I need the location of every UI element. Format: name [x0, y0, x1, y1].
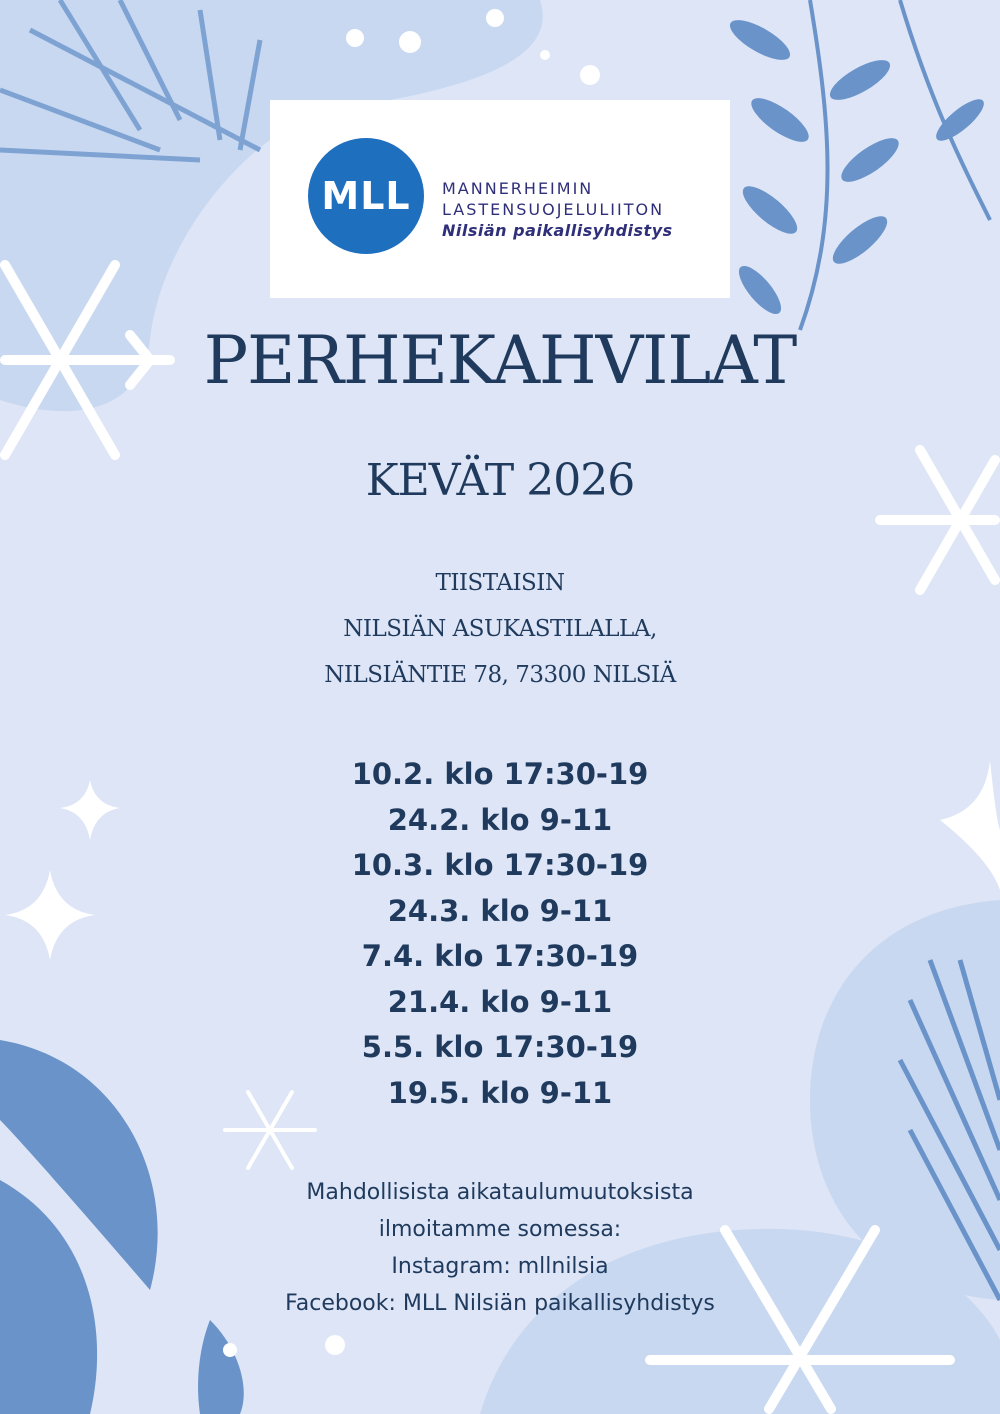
palm-leaf-top-left-icon: [0, 0, 263, 163]
info-text: Mahdollisista aikataulumuutoksista ilmoi…: [0, 1174, 1000, 1322]
facebook-page: Facebook: MLL Nilsiän paikallisyhdistys: [285, 1291, 715, 1316]
date-list: 10.2. klo 17:30-19 24.2. klo 9-11 10.3. …: [0, 752, 1000, 1116]
palm-leaf-bottom-right-icon: [897, 959, 1000, 1302]
blob-bottom: [480, 1228, 1000, 1414]
location: TIISTAISIN NILSIÄN ASUKASTILALLA, NILSIÄ…: [0, 560, 1000, 698]
logo-line-2: LASTENSUOJELULIITON: [442, 200, 665, 219]
sparkle-icon: [5, 760, 1000, 960]
logo-text: MANNERHEIMIN LASTENSUOJELULIITON Nilsiän…: [442, 178, 673, 241]
date-item: 7.4. klo 17:30-19: [361, 939, 639, 973]
logo: MLL MANNERHEIMIN LASTENSUOJELULIITON Nil…: [270, 100, 730, 298]
blob-top-left: [0, 0, 543, 412]
logo-line-3: Nilsiän paikallisyhdistys: [442, 221, 673, 240]
date-item: 10.3. klo 17:30-19: [351, 848, 649, 882]
blob-bottom-right: [810, 900, 1000, 1300]
date-item: 5.5. klo 17:30-19: [361, 1030, 639, 1064]
page-subtitle: KEVÄT 2026: [365, 455, 635, 506]
info-line: Mahdollisista aikataulumuutoksista: [306, 1180, 694, 1205]
leaf-bottom-left-icon: [0, 1040, 244, 1414]
logo-line-1: MANNERHEIMIN: [442, 179, 594, 198]
date-item: 19.5. klo 9-11: [387, 1075, 613, 1110]
date-item: 21.4. klo 9-11: [387, 984, 613, 1019]
mll-logo-mark: MLL: [308, 138, 424, 254]
date-item: 10.2. klo 17:30-19: [351, 757, 649, 791]
location-line: NILSIÄN ASUKASTILALLA,: [343, 616, 657, 642]
location-line: TIISTAISIN: [435, 570, 565, 596]
snowflake-icon: [0, 260, 1000, 1414]
date-item: 24.2. klo 9-11: [387, 802, 613, 837]
date-item: 24.3. klo 9-11: [387, 893, 613, 928]
page-title: PERHEKAHVILAT: [203, 322, 798, 399]
snow-dots: [223, 9, 600, 1357]
instagram-handle: Instagram: mllnilsia: [391, 1254, 609, 1279]
location-line: NILSIÄNTIE 78, 73300 NILSIÄ: [324, 662, 676, 688]
leaf-branch-top-right-icon: [729, 0, 992, 331]
info-line: ilmoitamme somessa:: [378, 1217, 622, 1242]
